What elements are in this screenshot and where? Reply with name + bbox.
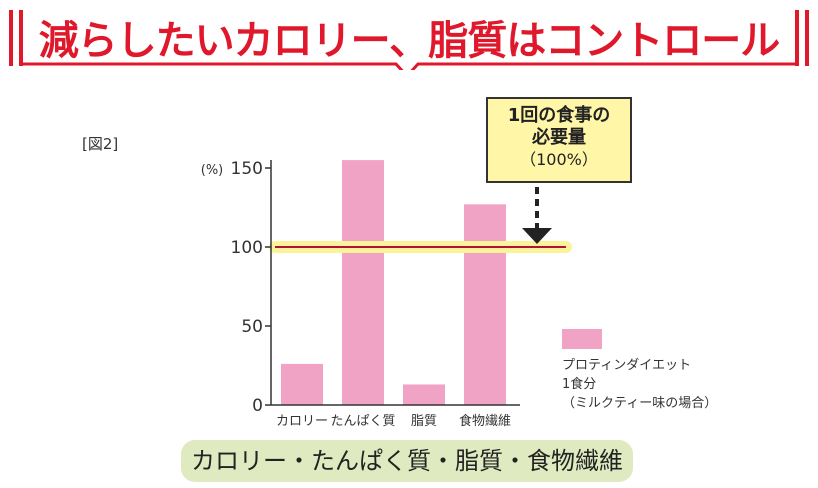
- x-tick-label-1: たんぱく質: [330, 414, 395, 429]
- bar-3: [464, 204, 506, 405]
- figure-label: [図2]: [82, 135, 119, 153]
- y-tick-label-50: 50: [241, 317, 263, 337]
- x-tick-label-2: 脂質: [411, 414, 437, 429]
- x-tick-label-0: カロリー: [276, 414, 328, 429]
- y-tick-label-100: 100: [231, 238, 263, 258]
- arrow-head: [522, 228, 552, 244]
- y-tick-label-0: 0: [252, 396, 263, 416]
- x-tick-label-3: 食物繊維: [459, 413, 511, 429]
- legend-label: プロティンダイエット 1食分 （ミルクティー味の場合）: [562, 358, 718, 411]
- bar-1: [342, 160, 384, 405]
- page-title: 減らしたいカロリー、脂質はコントロール: [38, 18, 781, 64]
- header-banner: 減らしたいカロリー、脂質はコントロール: [8, 6, 810, 70]
- bar-0: [281, 363, 323, 405]
- callout-line1: 1回の食事の: [507, 105, 611, 126]
- callout-line2: 必要量: [532, 127, 586, 148]
- banner-frame: [9, 10, 809, 70]
- bar-2: [403, 384, 445, 405]
- requirement-callout: 1回の食事の 必要量 （100%）: [486, 97, 632, 183]
- y-axis-unit: (%): [201, 163, 224, 178]
- footer-label: カロリー・たんぱく質・脂質・食物繊維: [181, 440, 633, 482]
- legend-swatch: [562, 329, 602, 349]
- y-tick-label-150: 150: [231, 159, 263, 179]
- callout-line3: （100%）: [520, 150, 598, 169]
